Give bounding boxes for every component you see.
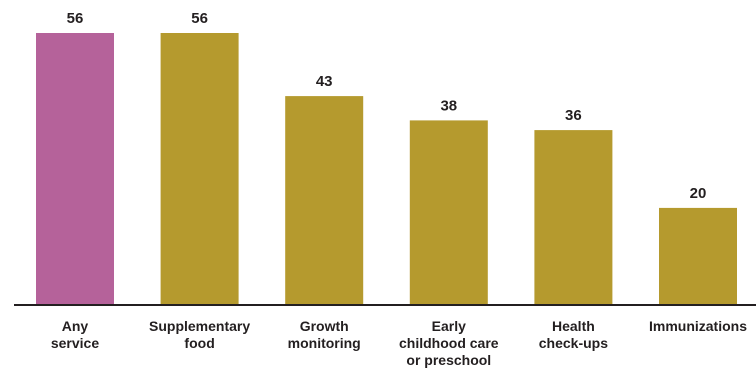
category-label-6: Immunizations: [649, 318, 747, 334]
category-label-5: Health check-ups: [539, 318, 608, 351]
category-label-line: monitoring: [288, 335, 361, 351]
category-label-4: Early childhood care or preschool: [399, 318, 499, 368]
category-label-line: Any: [62, 318, 89, 334]
category-label-line: Immunizations: [649, 318, 747, 334]
category-label-line: Health: [552, 318, 595, 334]
category-labels-group: Any service Supplementary food Growth monitor…: [51, 318, 747, 368]
category-label-line: check-ups: [539, 335, 608, 351]
category-label-1: Any service: [51, 318, 99, 351]
bar-5: [534, 130, 613, 305]
category-label-3: Growth monitoring: [288, 318, 361, 351]
category-label-2: Supplementary food: [149, 318, 250, 351]
bar-value-label-1: 56: [67, 10, 84, 27]
bar-value-label-2: 56: [191, 10, 208, 27]
category-label-line: food: [184, 335, 214, 351]
category-label-line: service: [51, 335, 99, 351]
bar-value-label-6: 20: [690, 185, 707, 202]
category-label-line: or preschool: [406, 352, 491, 368]
bar-6: [659, 207, 737, 305]
bar-value-label-4: 38: [440, 97, 457, 114]
bar-value-label-5: 36: [565, 107, 582, 124]
category-label-line: Growth: [300, 318, 349, 334]
bar-2: [160, 33, 239, 305]
bar-4: [409, 120, 488, 306]
category-label-line: Supplementary: [149, 318, 250, 334]
bars-group: [36, 33, 737, 306]
value-labels-group: 56 56 43 38 36 20: [67, 10, 707, 202]
category-label-line: childhood care: [399, 335, 499, 351]
bar-1: [36, 33, 114, 305]
category-label-line: Early: [432, 318, 466, 334]
bar-3: [285, 96, 364, 305]
bar-value-label-3: 43: [316, 73, 333, 90]
